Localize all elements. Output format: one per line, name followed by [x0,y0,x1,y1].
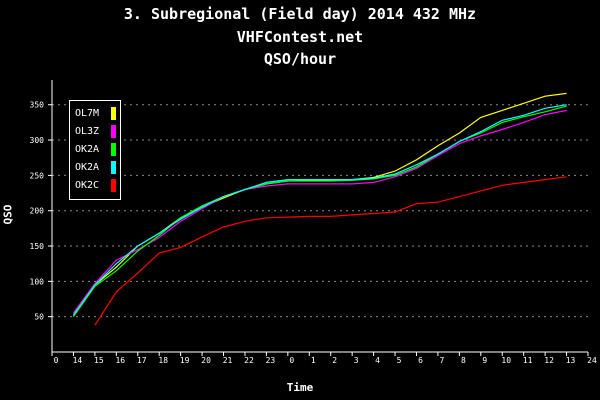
x-tick-label: 20 [201,356,211,365]
x-tick-label: 16 [115,356,125,365]
x-tick-label: 22 [244,356,254,365]
x-tick-label: 13 [566,356,576,365]
y-tick-label: 250 [30,171,45,180]
chart-subtitle: VHFContest.net [236,28,364,46]
legend-item: OL7M [75,106,117,124]
legend: OL7M OL3Z OK2A OK2A OK2C [69,100,121,200]
x-axis-label: Time [286,381,314,394]
chart-title: 3. Subregional (Field day) 2014 432 MHz [123,5,477,23]
series-line-2 [72,109,567,314]
y-axis-label: QSO [1,204,15,225]
y-tick-label: 200 [30,207,45,216]
x-tick-label: 2 [332,356,337,365]
series-line-4 [72,104,567,316]
legend-label: OL3Z [75,126,100,137]
x-tick-label: 6 [418,356,423,365]
series-line-3 [72,105,567,318]
x-tick-label: 12 [544,356,554,365]
x-tick-label: 9 [482,356,487,365]
x-tick-label: 4 [375,356,380,365]
x-tick-label: 0 [54,356,59,365]
x-tick-label: 24 [587,356,597,365]
legend-label: OL7M [75,108,100,119]
legend-swatch [111,125,116,138]
x-tick-label: 11 [523,356,533,365]
x-tick-label: 19 [180,356,190,365]
legend-item: OK2A [75,160,117,178]
legend-swatch [111,107,116,120]
x-tick-label: 21 [223,356,233,365]
legend-swatch [111,161,116,174]
y-tick-label: 100 [30,277,45,286]
legend-label: OK2C [75,180,100,191]
legend-swatch [111,143,116,156]
y-tick-label: 50 [34,313,44,322]
x-tick-label: 5 [397,356,402,365]
series-line-5 [94,176,567,326]
legend-swatch [111,179,116,192]
x-tick-label: 10 [501,356,511,365]
x-tick-label: 7 [440,356,445,365]
legend-label: OK2A [75,144,100,155]
y-tick-label: 350 [30,101,45,110]
x-tick-label: 3 [354,356,359,365]
y-tick-label: 300 [30,136,45,145]
chart-subtitle-2: QSO/hour [263,50,337,68]
x-tick-label: 17 [137,356,147,365]
x-tick-label: 8 [461,356,466,365]
x-tick-label: 0 [289,356,294,365]
legend-label: OK2A [75,162,100,173]
x-tick-label: 23 [266,356,276,365]
x-tick-label: 14 [73,356,83,365]
x-tick-label: 1 [311,356,316,365]
legend-item: OL3Z [75,124,117,142]
x-tick-label: 15 [94,356,104,365]
x-tick-label: 18 [158,356,168,365]
legend-item: OK2C [75,178,117,196]
legend-item: OK2A [75,142,117,160]
y-tick-label: 150 [30,242,45,251]
